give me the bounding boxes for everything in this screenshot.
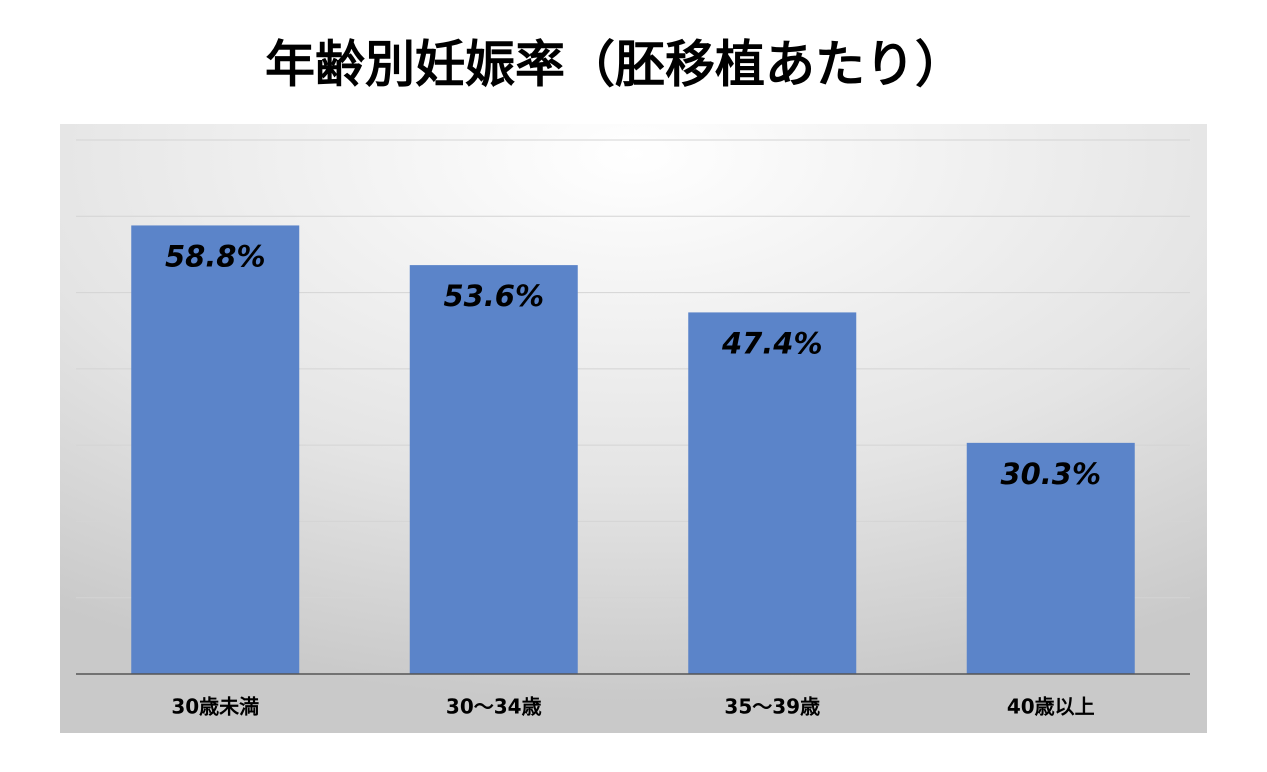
x-tick-label: 30歳未満 bbox=[171, 695, 259, 719]
x-tick-label: 35～39歳 bbox=[724, 695, 820, 719]
x-tick-label: 40歳以上 bbox=[1007, 695, 1095, 719]
data-label: 47.4% bbox=[721, 326, 823, 360]
bar bbox=[409, 265, 578, 674]
data-label: 58.8% bbox=[165, 239, 266, 273]
bar bbox=[688, 312, 857, 674]
data-label: 53.6% bbox=[443, 279, 544, 313]
x-tick-label: 30～34歳 bbox=[446, 695, 542, 719]
chart-title: 年齢別妊娠率（胚移植あたり） bbox=[265, 36, 965, 94]
data-label: 30.3% bbox=[1000, 457, 1101, 491]
bar bbox=[966, 442, 1135, 674]
bar bbox=[131, 225, 300, 674]
